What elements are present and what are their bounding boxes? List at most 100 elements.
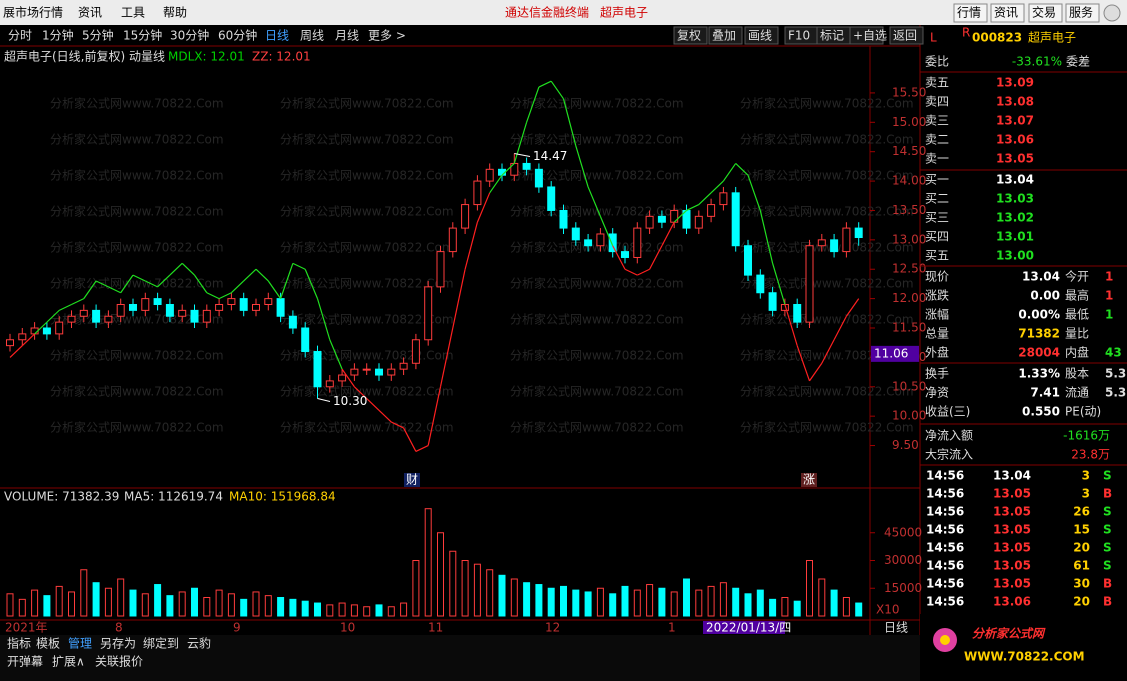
tool-button[interactable] — [673, 26, 708, 45]
v-tick-label: 45000 — [884, 525, 922, 539]
bottom-tab[interactable]: 绑定到 — [143, 636, 179, 651]
bid-price: 13.04 — [996, 173, 1034, 187]
bottom-tab[interactable]: 模板 — [36, 637, 60, 651]
bid-label: 买四 — [925, 230, 949, 244]
period-indicator: 日线 — [884, 621, 908, 635]
period-tab[interactable]: 60分钟 — [218, 28, 257, 43]
tool-button[interactable] — [849, 26, 884, 45]
bid-label: 买二 — [925, 192, 949, 206]
close-button[interactable] — [1103, 4, 1121, 22]
annotation-pointer — [317, 398, 331, 403]
period-tab[interactable]: 1分钟 — [42, 28, 74, 43]
period-tab[interactable]: 5分钟 — [82, 28, 114, 43]
watermark: 分析家公式网www.70822.Com — [50, 204, 224, 219]
stat-label: 最低 — [1065, 308, 1089, 322]
bottom-tab[interactable]: 扩展∧ — [52, 655, 85, 669]
stat-value: 13.04 — [1022, 270, 1060, 284]
mdlx-line — [145, 280, 158, 288]
top-button-label[interactable]: 服务 — [1069, 5, 1093, 20]
volume-bar — [338, 602, 346, 617]
stat-label: 量比 — [1065, 327, 1089, 341]
bottom-tab[interactable]: 另存为 — [100, 637, 136, 651]
y-tick-label: 15.00 — [892, 115, 926, 129]
bottom-bar — [0, 635, 920, 681]
tool-button-label[interactable]: 复权 — [677, 29, 701, 43]
trade-side: B — [1103, 595, 1112, 609]
ask-price: 13.09 — [996, 76, 1034, 90]
tool-button[interactable] — [708, 26, 743, 45]
trade-volume: 3 — [1082, 487, 1090, 501]
mdlx-line — [316, 298, 331, 340]
tool-button-label[interactable]: 画线 — [748, 29, 772, 43]
tool-button-label[interactable]: +自选 — [853, 29, 887, 43]
top-button[interactable] — [1065, 3, 1100, 23]
volume-bar — [68, 591, 75, 617]
tool-button-label[interactable]: 返回 — [893, 29, 917, 43]
top-button[interactable] — [953, 3, 988, 23]
candle-body — [325, 380, 334, 388]
candle-body — [288, 315, 297, 329]
stat-label: 涨跌 — [925, 288, 949, 303]
mdlx-line — [587, 186, 601, 217]
period-tab[interactable]: 更多 > — [368, 29, 406, 43]
top-button-label[interactable]: 行情 — [957, 6, 981, 20]
bottom-tab[interactable]: 指标 — [7, 636, 31, 651]
menu-item[interactable]: 资讯 — [78, 6, 102, 20]
watermark: 分析家公式网www.70822.Com — [510, 348, 684, 363]
menu-item[interactable]: 帮助 — [163, 6, 187, 20]
trade-price: 13.05 — [993, 559, 1031, 573]
menu-item[interactable]: 工具 — [121, 6, 145, 20]
period-tab[interactable]: 月线 — [335, 29, 359, 43]
bottom-tab[interactable]: 开弹幕 — [7, 655, 43, 669]
candle-body — [842, 227, 851, 253]
tool-button-label[interactable]: F10 — [788, 29, 810, 43]
candle-body — [215, 303, 224, 311]
volume-bar — [289, 598, 297, 617]
top-button-label[interactable]: 资讯 — [994, 6, 1018, 20]
mdlx-line — [501, 163, 515, 176]
event-label: 财 — [406, 473, 418, 487]
volume-bar — [596, 587, 604, 617]
candle-body — [92, 309, 101, 323]
volume-bar — [670, 591, 678, 617]
period-tab[interactable]: 周线 — [300, 29, 324, 43]
ask-label: 卖二 — [925, 133, 949, 147]
trade-volume: 3 — [1082, 469, 1090, 483]
x-tick-label: 11 — [428, 621, 443, 635]
mdlx-line — [722, 163, 737, 182]
bottom-tab[interactable]: 关联报价 — [95, 654, 143, 669]
top-button[interactable] — [990, 3, 1025, 23]
watermark: 分析家公式网www.70822.Com — [510, 420, 684, 435]
period-tab[interactable]: 15分钟 — [123, 28, 162, 43]
logo-url: WWW.70822.COM — [964, 650, 1085, 664]
watermark: 分析家公式网www.70822.Com — [50, 348, 224, 363]
mdlx-line — [58, 303, 72, 311]
trade-volume: 61 — [1073, 559, 1090, 573]
volume-bar — [215, 589, 223, 617]
top-button[interactable] — [1028, 3, 1063, 23]
period-tab[interactable]: 日线 — [265, 29, 289, 43]
tool-button[interactable] — [744, 26, 779, 45]
top-button-label[interactable]: 交易 — [1032, 5, 1056, 20]
volume-bar — [18, 598, 26, 617]
mdlx-line — [489, 174, 503, 194]
tool-button-label[interactable]: 标记 — [820, 29, 844, 43]
tool-button-label[interactable]: 叠加 — [712, 29, 736, 43]
candle-body — [805, 245, 814, 323]
candle-body — [362, 368, 371, 371]
stat-value: 28004 — [1018, 346, 1060, 360]
volume-bar — [572, 589, 580, 617]
candle-body — [461, 204, 470, 229]
candle-body — [153, 298, 162, 305]
bottom-tab[interactable]: 云豹 — [187, 636, 211, 651]
menu-item[interactable]: 展市场行情 — [3, 5, 63, 20]
volume-bar — [719, 582, 727, 617]
tool-button[interactable] — [889, 26, 924, 45]
watermark: 分析家公式网www.70822.Com — [280, 348, 454, 363]
candle-body — [42, 327, 51, 335]
period-tab[interactable]: 30分钟 — [170, 28, 209, 43]
volume-bar — [486, 569, 494, 617]
y-tick-label: 14.00 — [892, 174, 926, 188]
bottom-tab[interactable]: 管理 — [68, 636, 92, 651]
period-tab[interactable]: 分时 — [8, 29, 32, 43]
